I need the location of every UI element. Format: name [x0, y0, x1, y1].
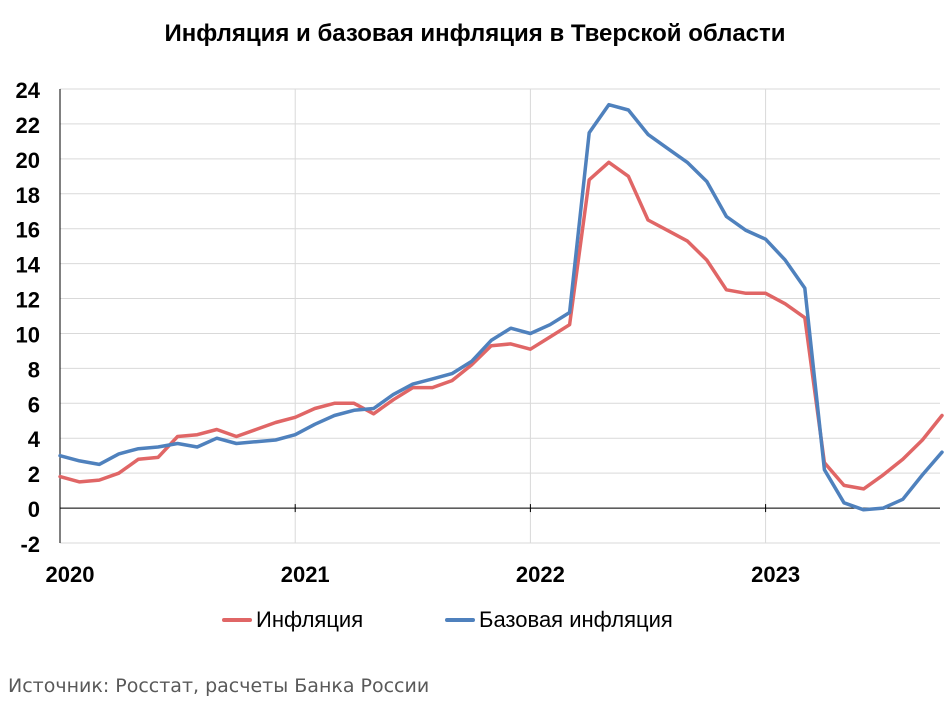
y-tick-label: -2 — [20, 532, 40, 557]
legend-item-core-inflation: Базовая инфляция — [445, 607, 673, 633]
y-tick-label: 2 — [28, 462, 40, 487]
y-tick-label: 20 — [16, 148, 40, 173]
y-tick-label: 16 — [16, 218, 40, 243]
y-tick-label: 22 — [16, 113, 40, 138]
y-tick-label: 12 — [16, 288, 40, 313]
legend-label-core-inflation: Базовая инфляция — [479, 607, 673, 632]
y-tick-label: 18 — [16, 183, 40, 208]
legend-item-inflation: Инфляция — [222, 607, 363, 633]
y-tick-label: 0 — [28, 497, 40, 522]
y-tick-label: 8 — [28, 357, 40, 382]
x-tick-label: 2023 — [751, 562, 800, 587]
chart-title: Инфляция и базовая инфляция в Тверской о… — [164, 20, 786, 47]
legend-swatch-core-inflation — [445, 618, 475, 622]
x-tick-labels: 2020 2021 2022 2023 — [46, 562, 801, 587]
legend-swatch-inflation — [222, 618, 252, 622]
legend-label-inflation: Инфляция — [256, 607, 364, 632]
series-line-inflation — [58, 160, 944, 491]
x-tick-label: 2022 — [516, 562, 565, 587]
y-tick-label: 24 — [16, 78, 41, 103]
x-tick-label: 2021 — [281, 562, 330, 587]
axes — [59, 89, 940, 543]
y-tick-label: 10 — [16, 322, 40, 347]
series-line-core-inflation — [58, 102, 944, 512]
series-lines — [58, 102, 944, 512]
grid — [60, 88, 940, 544]
x-tick-label: 2020 — [46, 562, 95, 587]
source-note: Источник: Росстат, расчеты Банка России — [8, 675, 430, 697]
y-tick-label: 14 — [16, 253, 41, 278]
y-tick-label: 6 — [28, 392, 40, 417]
y-tick-label: 4 — [28, 427, 41, 452]
